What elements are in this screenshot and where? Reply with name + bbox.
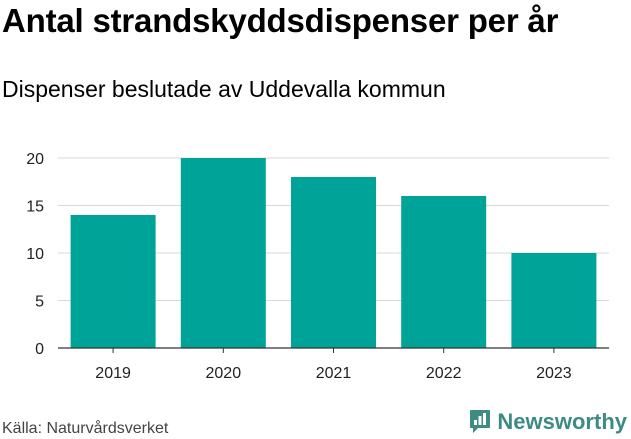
brand: Newsworthy xyxy=(469,409,627,435)
bar-chart: 0 5 10 15 20 2019 2020 2021 2022 2023 xyxy=(26,151,609,382)
brand-name: Newsworthy xyxy=(497,409,627,434)
chart-title: Antal strandskyddsdispenser per år xyxy=(2,2,559,39)
bar xyxy=(70,215,156,348)
x-tick-label: 2019 xyxy=(95,365,131,382)
source-note: Källa: Naturvårdsverket xyxy=(2,420,169,437)
y-tick-label: 20 xyxy=(26,151,44,168)
x-tick-label: 2023 xyxy=(536,365,572,382)
bar xyxy=(511,253,597,348)
y-tick-label: 5 xyxy=(35,294,44,311)
x-tick-label: 2022 xyxy=(426,365,462,382)
y-tick-label: 10 xyxy=(26,246,44,263)
bar xyxy=(401,196,487,348)
y-tick-label: 0 xyxy=(35,341,44,358)
bar xyxy=(180,158,266,348)
x-tick-label: 2020 xyxy=(206,365,242,382)
x-tick-label: 2021 xyxy=(316,365,352,382)
chart-subtitle: Dispenser beslutade av Uddevalla kommun xyxy=(2,76,446,102)
y-tick-label: 15 xyxy=(26,199,44,216)
bar xyxy=(291,177,376,348)
newsworthy-logo-icon xyxy=(470,410,491,433)
